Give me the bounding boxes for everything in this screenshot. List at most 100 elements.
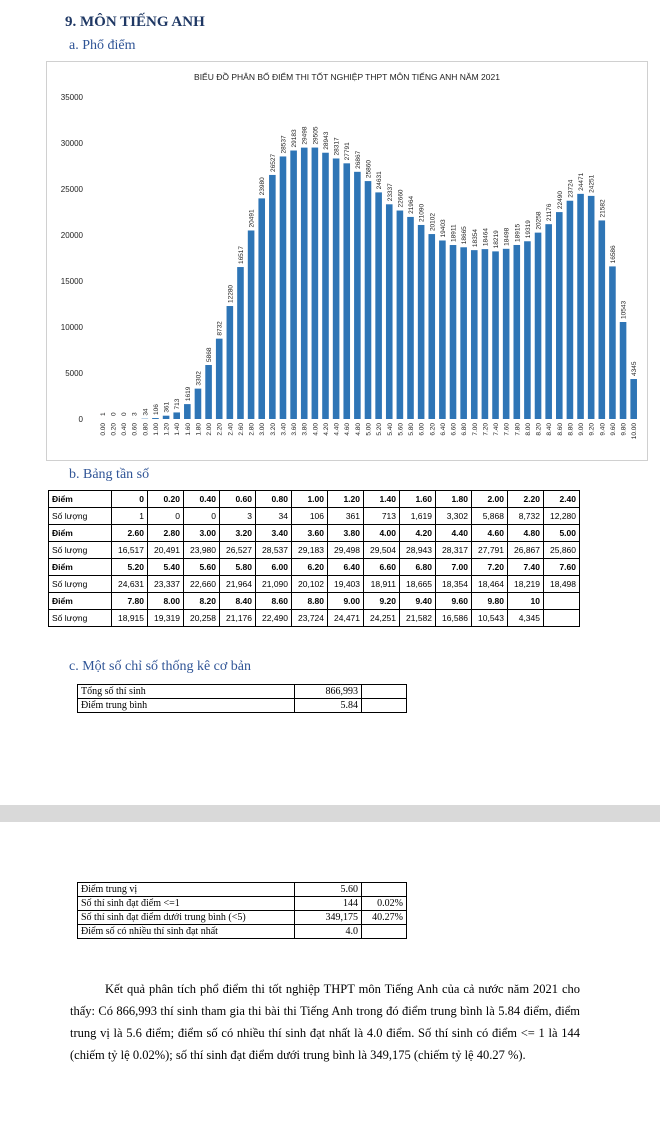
x-tick-label: 4.80 [355,423,362,436]
bar-value-label: 18354 [472,229,479,247]
freq-cell: 0.60 [219,490,256,508]
freq-cell: 3 [219,507,256,525]
stats-table-2: Điểm trung vị 5.60 Số thí sinh đạt điểm <=… [77,882,407,939]
x-tick-label: 5.40 [387,423,394,436]
freq-table-row: Điểm 0 0.20 0.40 0.60 0.80 1.00 1.20 1.40 1.60 1.8… [48,490,580,508]
analysis-paragraph: Kết quả phân tích phổ điểm thi tốt nghiệ… [70,982,580,1062]
chart-bar [194,388,202,419]
bar-value-label: 34 [142,408,149,416]
subsection-c-title: c. Một số chỉ số thống kê cơ bản [69,659,251,674]
freq-cell: 2.40 [543,490,580,508]
bar-value-label: 10543 [621,301,628,319]
bar-value-label: 4345 [631,361,638,376]
stats-value: 5.60 [294,882,362,897]
stats-row: Điểm trung vị 5.60 [77,882,407,897]
stats-label: Tổng số thí sinh [77,684,295,699]
x-tick-label: 7.80 [514,423,521,436]
freq-cell: 29,498 [327,541,364,559]
chart-bar [619,322,627,419]
chart-svg: 0500010000150002000025000300003500010.00… [61,93,638,439]
freq-cell: 24,251 [363,609,400,627]
freq-cell: 3.40 [255,524,292,542]
x-tick-label: 5.80 [408,423,415,436]
chart-bar [322,152,329,419]
freq-cell: 3.00 [183,524,220,542]
bar-value-label: 1 [100,412,107,416]
x-tick-label: 2.60 [238,423,245,436]
freq-cell: 6.60 [363,558,400,576]
bar-value-label: 29498 [302,126,309,144]
freq-cell: 19,403 [327,575,364,593]
x-tick-label: 3.40 [280,423,287,436]
x-tick-label: 8.80 [567,423,574,436]
chart-bar [566,200,574,419]
bar-value-label: 25860 [366,160,373,178]
x-tick-label: 2.20 [217,423,224,436]
x-tick-label: 3.60 [291,423,298,436]
stats-value [361,924,407,939]
chart-bar [311,147,319,419]
x-tick-label: 2.40 [227,423,234,436]
freq-cell: 2.60 [111,524,148,542]
stats-row: Tổng số thí sinh 866,993 [77,684,407,699]
bar-value-label: 1619 [185,386,192,401]
freq-cell: 5.20 [111,558,148,576]
y-tick-label: 20000 [61,231,84,240]
freq-row-label: Số lượng [48,575,112,593]
y-tick-label: 15000 [61,277,84,286]
freq-cell: 18,915 [111,609,148,627]
x-tick-label: 7.40 [493,423,500,436]
bar-value-label: 18498 [504,227,511,245]
chart-bar [237,267,244,419]
freq-table-row: Điểm 7.80 8.00 8.20 8.40 8.60 8.80 9.00 9.20 9.40… [48,592,580,610]
freq-cell: 1.20 [327,490,364,508]
freq-cell: 29,504 [363,541,400,559]
x-tick-label: 4.20 [323,423,330,436]
chart-bar [226,306,234,419]
chart-bar [577,193,584,419]
bar-value-label: 27791 [344,142,351,160]
bar-value-label: 18665 [461,226,468,244]
freq-cell: 26,527 [219,541,256,559]
chart-bar [364,181,372,419]
bar-value-label: 21090 [419,204,426,222]
freq-cell: 19,319 [147,609,184,627]
chart-bar [481,249,489,419]
x-tick-label: 9.00 [578,423,585,436]
freq-cell: 21,582 [399,609,436,627]
chart-bar [598,220,606,419]
chart-bar [184,404,191,419]
freq-cell: 3.60 [291,524,328,542]
stats-row: Điểm trung bình 5.84 [77,698,407,713]
chart-bar [343,163,351,419]
freq-cell: 21,176 [219,609,256,627]
freq-cell: 23,724 [291,609,328,627]
x-tick-label: 1.60 [185,423,192,436]
x-tick-label: 2.80 [249,423,256,436]
freq-cell: 361 [327,507,364,525]
x-tick-label: 8.20 [536,423,543,436]
freq-cell: 5.60 [183,558,220,576]
chart-bar [534,232,542,419]
chart-bar [439,240,446,419]
chart-bar [269,174,276,419]
chart-title: BIỂU ĐỒ PHÂN BỐ ĐIỂM THI TỐT NGHIỆP THPT… [194,72,500,82]
freq-cell: 26,867 [507,541,544,559]
freq-row-label: Số lượng [48,609,112,627]
freq-cell: 9.60 [435,592,472,610]
x-tick-label: 8.40 [546,423,553,436]
freq-cell: 25,860 [543,541,580,559]
freq-cell: 20,491 [147,541,184,559]
chart-bar [290,150,297,419]
stats-row: Số thí sinh đạt điểm dưới trung bình (<5… [77,910,407,925]
freq-table-row: Số lượng 16,517 20,491 23,980 26,527 28,537 29… [48,541,580,559]
bar-value-label: 361 [164,401,171,412]
stats-label: Số thí sinh đạt điểm <=1 [77,896,295,911]
freq-cell: 9.00 [327,592,364,610]
freq-cell: 3.20 [219,524,256,542]
freq-cell: 7.00 [435,558,472,576]
subsection-a-title: a. Phổ điểm [69,38,136,53]
chart-bar [300,147,308,419]
freq-row-label: Số lượng [48,541,112,559]
freq-cell: 3.80 [327,524,364,542]
